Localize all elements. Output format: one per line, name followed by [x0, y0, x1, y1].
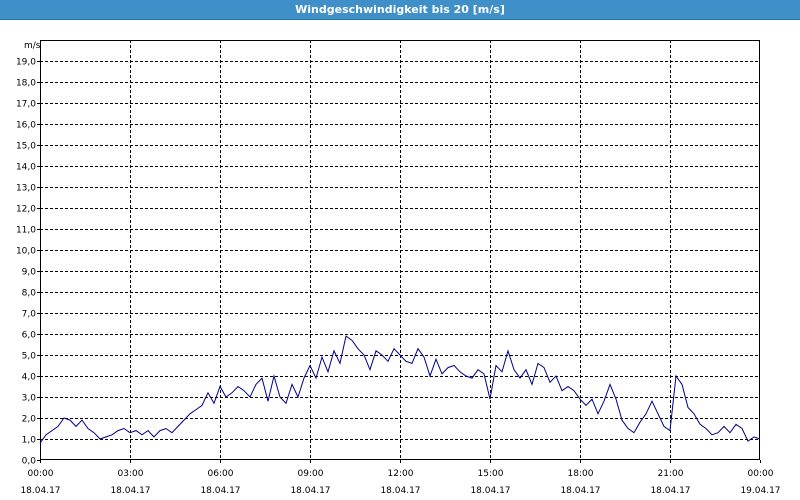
y-axis-ticks: 0,0 1,0 2,0 3,0 4,0 5,0 6,0 7,0 8,0 9,0 10,0 11,0 12…: [16, 58, 40, 467]
wind-speed-chart: 0,0 1,0 2,0 3,0 4,0 5,0 6,0 7,0 8,0 9,0 10,0 11,0 12…: [16, 40, 781, 496]
x-tick-date-label: 18.04.17: [380, 486, 420, 496]
x-tick-date-label: 18.04.17: [560, 486, 600, 496]
x-tick-time-label: 21:00: [658, 469, 684, 479]
y-tick-label: 4,0: [22, 373, 37, 383]
x-tick-time-label: 00:00: [28, 469, 54, 479]
y-axis-unit-label: m/s: [24, 41, 41, 51]
y-tick-label: 13,0: [16, 184, 36, 194]
y-tick-label: 17,0: [16, 100, 36, 110]
x-tick-date-label: 19.04.17: [740, 486, 780, 496]
y-tick-label: 9,0: [22, 268, 37, 278]
y-tick-label: 12,0: [16, 205, 36, 215]
x-tick-date-label: 18.04.17: [110, 486, 150, 496]
x-tick-date-label: 18.04.17: [20, 486, 60, 496]
x-tick-time-label: 12:00: [388, 469, 414, 479]
y-tick-label: 5,0: [22, 352, 37, 362]
y-tick-label: 16,0: [16, 121, 36, 131]
wind-speed-series-line: [39, 335, 761, 444]
x-tick-date-label: 18.04.17: [290, 486, 330, 496]
x-axis-ticks: 00:00 18.04.17 03:00 18.04.17 06:00 18.04.17 0…: [20, 460, 781, 496]
x-tick-date-label: 18.04.17: [470, 486, 510, 496]
y-tick-label: 6,0: [22, 331, 37, 341]
y-tick-label: 2,0: [22, 415, 37, 425]
y-tick-label: 18,0: [16, 79, 36, 89]
x-tick-time-label: 03:00: [118, 469, 144, 479]
chart-title: Windgeschwindigkeit bis 20 [m/s]: [0, 0, 800, 20]
x-tick-time-label: 15:00: [478, 469, 504, 479]
y-tick-label: 3,0: [22, 394, 37, 404]
y-tick-label: 19,0: [16, 58, 36, 68]
x-tick-date-label: 18.04.17: [650, 486, 690, 496]
x-tick-time-label: 18:00: [568, 469, 594, 479]
y-tick-label: 0,0: [22, 457, 37, 467]
vertical-gridlines: [130, 40, 671, 460]
y-tick-label: 10,0: [16, 247, 36, 257]
y-tick-label: 11,0: [16, 226, 36, 236]
y-tick-label: 7,0: [22, 310, 37, 320]
x-tick-time-label: 00:00: [748, 469, 774, 479]
x-tick-time-label: 09:00: [298, 469, 324, 479]
y-tick-label: 15,0: [16, 142, 36, 152]
y-tick-label: 8,0: [22, 289, 37, 299]
x-tick-date-label: 18.04.17: [200, 486, 240, 496]
x-tick-time-label: 06:00: [208, 469, 234, 479]
y-tick-label: 14,0: [16, 163, 36, 173]
y-tick-label: 1,0: [22, 436, 37, 446]
